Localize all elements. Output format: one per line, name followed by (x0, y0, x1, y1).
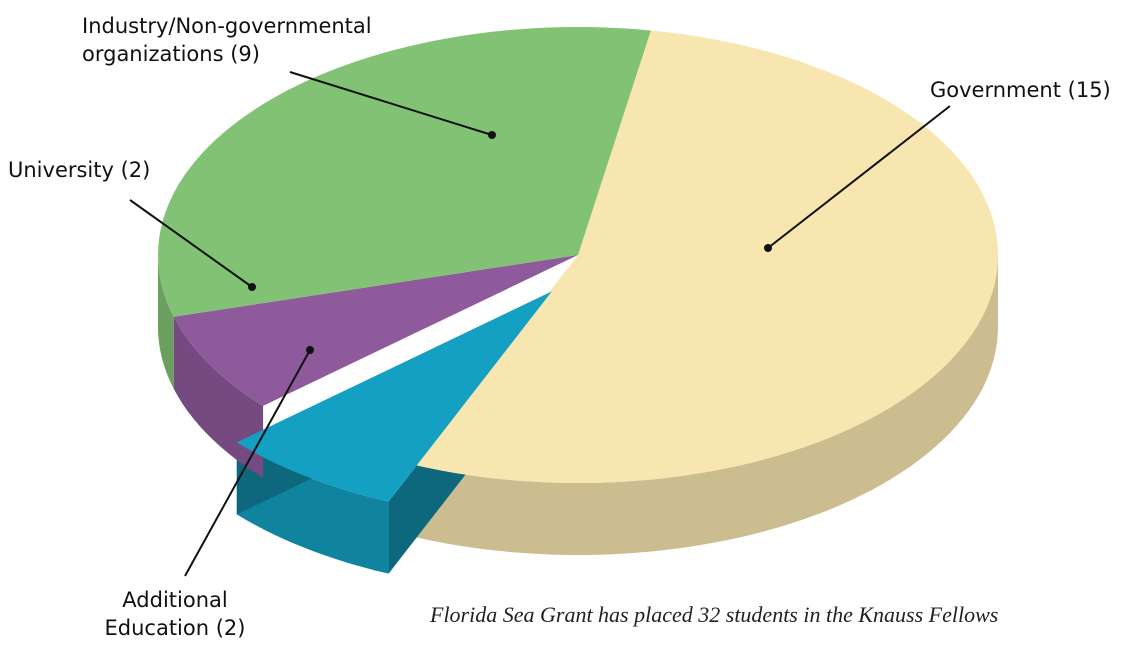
leader-dot (764, 244, 772, 252)
slice (158, 27, 651, 317)
slice-label: University (2) (8, 158, 151, 182)
leader-line (767, 105, 951, 249)
slice-label: Government (15) (930, 78, 1111, 102)
slice-label: Industry/Non-governmental organizations … (82, 14, 372, 66)
leader-line (289, 71, 493, 136)
caption: Florida Sea Grant has placed 32 students… (430, 602, 999, 627)
leader-dot (306, 346, 314, 354)
slice-side (158, 255, 174, 389)
leader-line (129, 199, 253, 288)
slice-side (173, 316, 264, 478)
slice (414, 30, 998, 483)
slice-side (414, 255, 998, 555)
slice (173, 255, 578, 406)
leader-dot (488, 131, 496, 139)
leader-dot (248, 283, 256, 291)
slice-label: Additional Education (2) (104, 588, 246, 640)
leader-line (184, 349, 311, 577)
slice (236, 291, 552, 502)
